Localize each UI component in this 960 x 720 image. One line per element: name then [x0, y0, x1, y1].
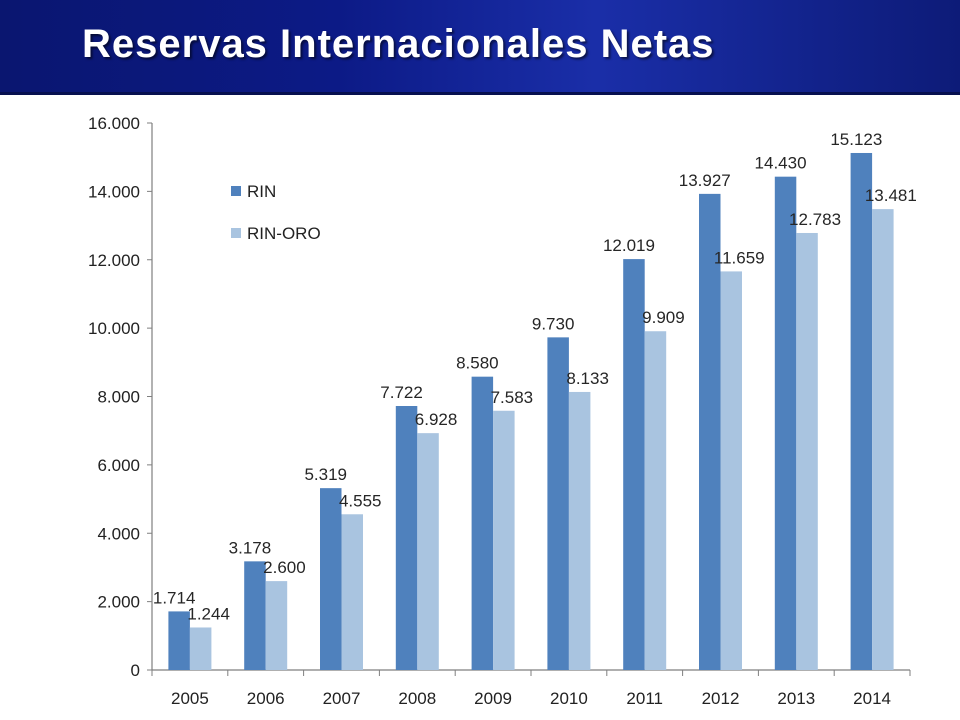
- data-label: 9.730: [532, 314, 575, 333]
- bar-chart: 0 2.000 4.000 6.000 8.000 10.000 12.000 14.000 1…: [88, 114, 917, 708]
- bar-rin-2008: [395, 406, 418, 670]
- data-label: 12.783: [789, 210, 841, 229]
- page-title: Reservas Internacionales Netas: [82, 22, 715, 66]
- data-label: 12.019: [603, 236, 655, 255]
- bar-rin-2014: [850, 152, 873, 671]
- x-tick-label: 2012: [702, 689, 740, 708]
- y-tick-label: 12.000: [88, 251, 140, 270]
- data-label: 4.555: [339, 491, 382, 510]
- bar-rin-oro-2009: [493, 410, 515, 670]
- bar-rin-oro-2012: [720, 271, 742, 670]
- x-tick-label: 2006: [247, 689, 285, 708]
- x-tick-label: 2005: [171, 689, 209, 708]
- legend-label-rin: RIN: [247, 182, 276, 201]
- data-label: 5.319: [304, 465, 347, 484]
- data-label: 8.133: [566, 369, 609, 388]
- data-label: 13.481: [865, 186, 917, 205]
- x-tick-label: 2007: [323, 689, 361, 708]
- data-label: 7.722: [380, 383, 423, 402]
- data-label: 3.178: [229, 538, 272, 557]
- data-label: 13.927: [679, 171, 731, 190]
- data-label: 15.123: [830, 130, 882, 149]
- bar-rin-2005: [168, 611, 190, 670]
- x-tick-label: 2014: [853, 689, 891, 708]
- data-label: 1.244: [187, 604, 230, 623]
- legend-swatch-rin: [231, 186, 241, 196]
- bar-rin-2006: [244, 561, 266, 670]
- bar-rin-oro-2008: [417, 433, 439, 670]
- y-tick-label: 6.000: [97, 456, 140, 475]
- y-tick-label: 8.000: [97, 388, 140, 407]
- data-label: 1.714: [153, 588, 196, 607]
- title-bar: Reservas Internacionales Netas: [0, 0, 960, 95]
- data-label: 7.583: [491, 388, 534, 407]
- bar-rin-2012: [699, 193, 721, 670]
- bar-rin-oro-2014: [872, 209, 894, 670]
- bar-rin-2007: [320, 488, 342, 670]
- y-tick-label: 0: [131, 661, 140, 680]
- data-label: 11.659: [714, 248, 765, 267]
- bar-rin-oro-2007: [341, 514, 363, 670]
- bar-rin-oro-2010: [568, 391, 591, 670]
- data-label: 14.430: [755, 154, 807, 173]
- y-tick-label: 16.000: [88, 114, 140, 133]
- bar-rin-2010: [547, 337, 569, 670]
- bar-rin-2009: [471, 376, 494, 670]
- y-tick-label: 10.000: [88, 319, 140, 338]
- bar-rin-oro-2005: [189, 627, 212, 670]
- data-label: 6.928: [415, 410, 458, 429]
- bar-rin-oro-2006: [265, 581, 288, 670]
- legend-swatch-rin-oro: [231, 228, 241, 238]
- data-label: 2.600: [263, 558, 306, 577]
- data-label: 8.580: [456, 354, 499, 373]
- legend-label-rin-oro: RIN-ORO: [247, 224, 321, 243]
- bar-rin-2013: [774, 176, 797, 670]
- y-tick-label: 4.000: [97, 524, 140, 543]
- bar-rin-oro-2013: [796, 232, 818, 670]
- x-tick-label: 2011: [626, 689, 663, 708]
- bar-rin-2011: [623, 259, 645, 670]
- x-tick-label: 2009: [474, 689, 512, 708]
- x-tick-label: 2010: [550, 689, 588, 708]
- y-tick-label: 14.000: [88, 182, 140, 201]
- bar-rin-oro-2011: [644, 331, 667, 670]
- x-tick-label: 2013: [777, 689, 815, 708]
- data-label: 9.909: [642, 308, 685, 327]
- x-tick-label: 2008: [398, 689, 436, 708]
- y-tick-label: 2.000: [97, 593, 140, 612]
